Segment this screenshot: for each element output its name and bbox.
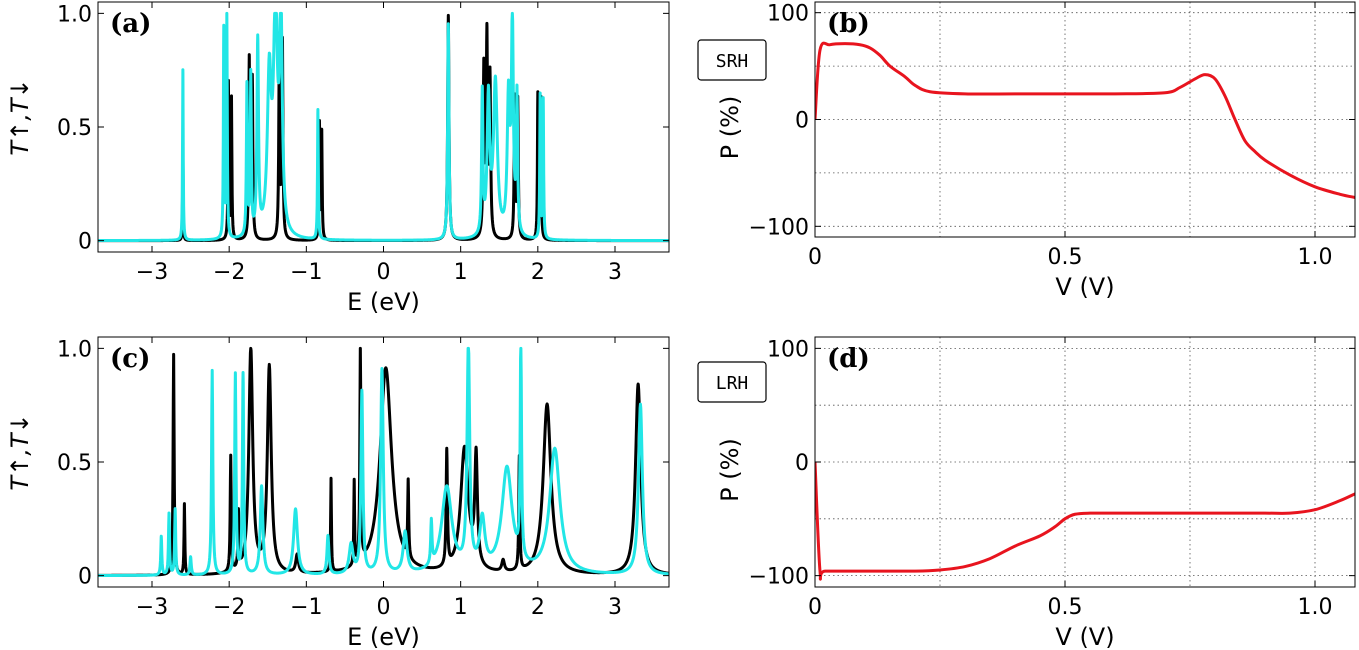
y-axis-label: T↑,T↓: [6, 78, 34, 155]
y-tick-label: 0: [78, 565, 92, 590]
x-tick-label: 0.5: [1048, 595, 1083, 620]
x-tick-label: 0.5: [1048, 245, 1083, 270]
mode-badge-label: LRH: [716, 373, 749, 394]
panel-label: (c): [110, 344, 150, 374]
y-tick-label: −100: [749, 565, 809, 590]
x-axis-label: E (eV): [347, 288, 420, 316]
mode-badge: SRH: [697, 39, 767, 81]
x-tick-label: 3: [608, 595, 622, 620]
y-tick-label: 100: [767, 337, 809, 362]
x-tick-label: −2: [213, 260, 245, 285]
y-tick-label: 1.0: [57, 2, 92, 27]
x-tick-label: 1: [454, 260, 468, 285]
x-tick-label: 0: [808, 245, 822, 270]
x-axis-label: V (V): [1055, 273, 1114, 301]
series-line-1: [98, 11, 669, 243]
x-tick-label: 1: [454, 595, 468, 620]
x-tick-label: 1.0: [1298, 595, 1333, 620]
y-tick-label: 1.0: [57, 337, 92, 362]
panel-c: −3 −2 −1 0 1 2 3 0 0.5 1.0 E (eV) T↑,T↓ (c): [6, 336, 670, 650]
x-tick-label: 0: [377, 595, 391, 620]
y-tick-label: 0.5: [57, 451, 92, 476]
x-tick-label: 2: [531, 595, 545, 620]
x-tick-label: −1: [290, 260, 322, 285]
series-line-1: [98, 346, 669, 577]
x-tick-label: 2: [531, 260, 545, 285]
x-tick-label: 0: [377, 260, 391, 285]
mode-badge-box: [697, 361, 767, 403]
y-tick-label: 100: [767, 2, 809, 27]
panel-a: −3 −2 −1 0 1 2 3 0 0.5 1.0 E (eV) T↑,T↓ (a): [6, 1, 670, 316]
x-tick-label: −3: [136, 595, 168, 620]
x-tick-label: 1.0: [1298, 245, 1333, 270]
x-tick-label: −2: [213, 595, 245, 620]
mode-badge-box: [697, 39, 767, 81]
panel-b: 0 0.5 1.0 −100 0 100 V (V) P (%) (b) SRH: [697, 1, 1356, 301]
panel-d: 0 0.5 1.0 −100 0 100 V (V) P (%) (d) LRH: [697, 336, 1356, 650]
panel-label: (b): [827, 9, 870, 39]
y-axis-label: P (%): [716, 438, 744, 502]
x-axis-label: E (eV): [347, 623, 420, 650]
x-axis-label: V (V): [1055, 623, 1114, 650]
y-tick-label: 0.5: [57, 116, 92, 141]
series-line-0: [815, 41, 1355, 199]
y-tick-label: 0: [795, 109, 809, 134]
x-tick-label: 3: [608, 260, 622, 285]
mode-badge-label: SRH: [716, 51, 749, 72]
y-tick-label: 0: [78, 230, 92, 255]
mode-badge: LRH: [697, 361, 767, 403]
x-tick-label: 0: [808, 595, 822, 620]
panel-label: (d): [827, 344, 870, 374]
y-axis-label: P (%): [716, 96, 744, 160]
y-tick-label: −100: [749, 215, 809, 240]
series-line-0: [815, 461, 1355, 581]
y-tick-label: 0: [795, 451, 809, 476]
x-tick-label: −3: [136, 260, 168, 285]
panel-label: (a): [110, 9, 151, 39]
x-tick-label: −1: [290, 595, 322, 620]
y-axis-label: T↑,T↓: [6, 413, 34, 490]
